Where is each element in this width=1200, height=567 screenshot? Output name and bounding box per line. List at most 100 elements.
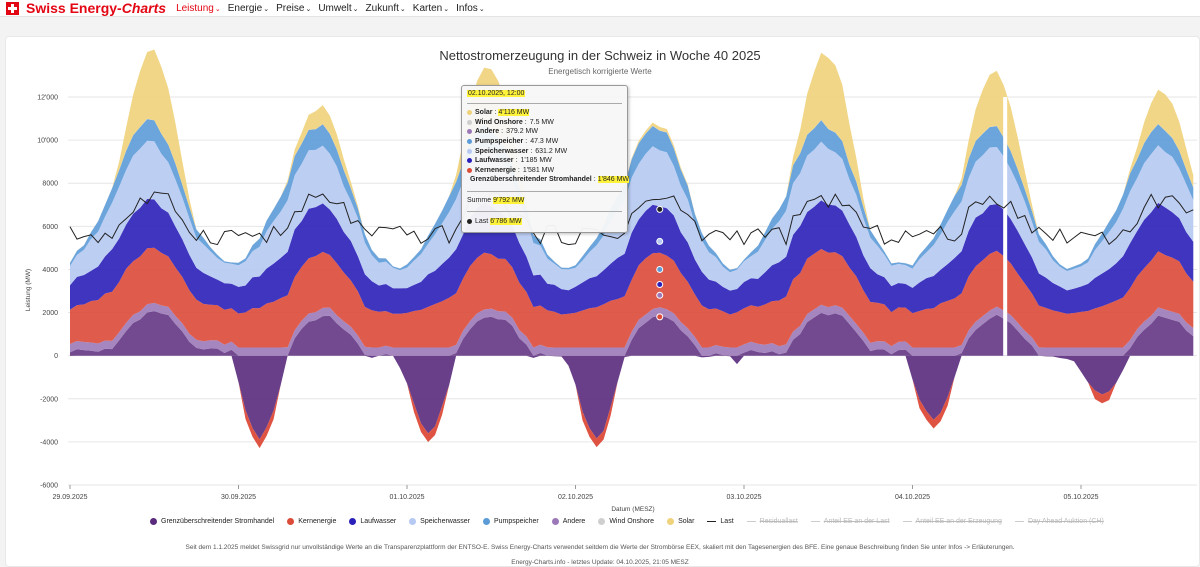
tooltip-colon: : bbox=[501, 128, 504, 136]
x-axis-label: Datum (MESZ) bbox=[611, 506, 654, 513]
legend-line-icon bbox=[707, 521, 717, 522]
x-tick-label: 02.10.2025 bbox=[558, 494, 593, 501]
legend-label: Solar bbox=[678, 518, 695, 525]
legend-line-icon bbox=[902, 521, 912, 522]
tooltip-series-value: 7.5 MW bbox=[529, 118, 554, 126]
series-area-trade bbox=[70, 311, 1194, 356]
tooltip-separator bbox=[467, 103, 622, 104]
legend-item[interactable]: Laufwasser bbox=[349, 518, 396, 525]
tooltip-series-value: 631.2 MW bbox=[535, 147, 568, 155]
tooltip-row: Andere:379.2 MW bbox=[467, 127, 622, 137]
legend-item[interactable]: Wind Onshore bbox=[598, 518, 654, 525]
series-area-trade-negative bbox=[70, 355, 1194, 440]
x-tick-label: 04.10.2025 bbox=[895, 494, 930, 501]
brand-logo[interactable]: Swiss Energy-Charts bbox=[26, 0, 166, 16]
menu-label: Leistung bbox=[176, 2, 214, 14]
y-axis-label: Leistung (MW) bbox=[25, 269, 32, 311]
series-dot-icon bbox=[467, 129, 472, 135]
menu-item-umwelt[interactable]: Umwelt⌄ bbox=[318, 3, 358, 14]
menu-label: Energie bbox=[227, 2, 263, 14]
legend-item[interactable]: Kernenergie bbox=[287, 518, 336, 525]
x-tick-label: 30.09.2025 bbox=[221, 494, 256, 501]
menu-label: Umwelt bbox=[318, 2, 352, 14]
hover-point bbox=[656, 313, 664, 321]
y-tick-label: 10'000 bbox=[37, 138, 58, 145]
legend-item[interactable]: Andere bbox=[551, 518, 586, 525]
menu-item-leistung[interactable]: Leistung⌄ bbox=[176, 3, 221, 14]
chart-subtitle: Energetisch korrigierte Werte bbox=[548, 67, 652, 76]
tooltip-separator-2 bbox=[467, 190, 622, 192]
tooltip-series-value: 47.3 MW bbox=[530, 138, 559, 146]
menu-item-infos[interactable]: Infos⌄ bbox=[456, 3, 485, 14]
tooltip-colon: : bbox=[593, 176, 596, 184]
menu-label: Zukunft bbox=[365, 2, 399, 14]
menu-item-karten[interactable]: Karten⌄ bbox=[413, 3, 449, 14]
legend-label: Laufwasser bbox=[360, 518, 397, 525]
legend-label: Last bbox=[720, 518, 734, 525]
chevron-down-icon: ⌄ bbox=[399, 5, 406, 13]
tooltip-last-label: Last bbox=[475, 217, 489, 225]
legend-item[interactable]: Last bbox=[707, 518, 734, 525]
hover-point bbox=[656, 265, 664, 273]
series-area-laufwasser bbox=[70, 198, 1194, 315]
legend-item[interactable]: Anteil EE an der Erzeugung bbox=[902, 518, 1002, 525]
x-tick-label: 05.10.2025 bbox=[1063, 494, 1098, 501]
menu-item-zukunft[interactable]: Zukunft⌄ bbox=[366, 3, 406, 14]
legend-dot-icon bbox=[667, 518, 675, 525]
legend-dot-icon bbox=[287, 518, 295, 525]
tooltip-series-name: Kernenergie bbox=[475, 166, 516, 174]
menu-label: Preise bbox=[276, 2, 305, 14]
menu-item-energie[interactable]: Energie⌄ bbox=[228, 3, 269, 14]
chart-legend: Grenzüberschreitender Stromhandel Kernene… bbox=[150, 518, 1200, 525]
y-tick-label: 8000 bbox=[42, 181, 58, 188]
legend-item[interactable]: Residuallast bbox=[746, 518, 798, 525]
tooltip-series-value: 379.2 MW bbox=[506, 128, 538, 136]
tooltip-colon: : bbox=[525, 138, 528, 146]
legend-label: Kernenergie bbox=[298, 518, 337, 525]
chevron-down-icon: ⌄ bbox=[263, 5, 270, 13]
tooltip-colon: : bbox=[494, 109, 497, 117]
legend-dot-icon bbox=[150, 518, 157, 525]
y-tick-label: 6000 bbox=[42, 224, 58, 231]
legend-item[interactable]: Solar bbox=[667, 518, 694, 525]
legend-item[interactable]: Speicherwasser bbox=[409, 518, 470, 525]
series-dot-icon bbox=[467, 148, 472, 154]
x-tick-label: 01.10.2025 bbox=[389, 494, 424, 501]
legend-dot-icon bbox=[551, 518, 559, 525]
tooltip-series-value: 1'185 MW bbox=[520, 157, 552, 165]
legend-label: Andere bbox=[562, 518, 586, 525]
series-area-kernenergie bbox=[70, 247, 1194, 348]
x-tick-label: 03.10.2025 bbox=[726, 494, 761, 501]
series-dot-icon bbox=[467, 158, 472, 164]
legend-item[interactable]: Grenzüberschreitender Stromhandel bbox=[150, 518, 274, 525]
hover-point bbox=[656, 291, 664, 299]
legend-dot-icon bbox=[349, 518, 357, 525]
legend-label: Pumpspeicher bbox=[493, 518, 539, 525]
swiss-flag-icon[interactable] bbox=[6, 1, 19, 15]
tooltip-row: Grenzüberschreitender Stromhandel:1'846 … bbox=[467, 175, 630, 185]
tooltip-series-name: Laufwasser bbox=[475, 157, 514, 165]
tooltip-sum-row: Summe 9'792 MW bbox=[467, 196, 622, 206]
tooltip-colon: : bbox=[517, 166, 520, 174]
legend-item[interactable]: Pumpspeicher bbox=[482, 518, 539, 525]
legend-item[interactable]: Day Ahead Auktion (CH) bbox=[1014, 518, 1104, 525]
tooltip-colon: : bbox=[515, 157, 518, 165]
tooltip-date: 02.10.2025, 12:00 bbox=[467, 90, 526, 97]
menu-item-preise[interactable]: Preise⌄ bbox=[276, 3, 311, 14]
tooltip-last-dot-icon bbox=[467, 218, 472, 224]
y-tick-label: -6000 bbox=[40, 483, 58, 490]
series-dot-icon bbox=[467, 119, 472, 125]
tooltip-series-value: 1'581 MW bbox=[522, 166, 555, 174]
chevron-down-icon: ⌄ bbox=[305, 5, 312, 13]
legend-label: Anteil EE an der Last bbox=[823, 518, 890, 525]
legend-item[interactable]: Anteil EE an der Last bbox=[810, 518, 890, 525]
series-dot-icon bbox=[467, 139, 472, 145]
legend-line-icon bbox=[746, 521, 756, 522]
y-tick-label: -2000 bbox=[40, 396, 58, 403]
tooltip-sum-value: 9'792 MW bbox=[493, 197, 525, 205]
tooltip-rows: Solar:4'116 MW Wind Onshore:7.5 MW Andere:… bbox=[467, 108, 630, 185]
legend-label: Anteil EE an der Erzeugung bbox=[915, 518, 1002, 525]
tooltip-separator-3 bbox=[467, 211, 622, 213]
legend-label: Wind Onshore bbox=[609, 518, 655, 525]
